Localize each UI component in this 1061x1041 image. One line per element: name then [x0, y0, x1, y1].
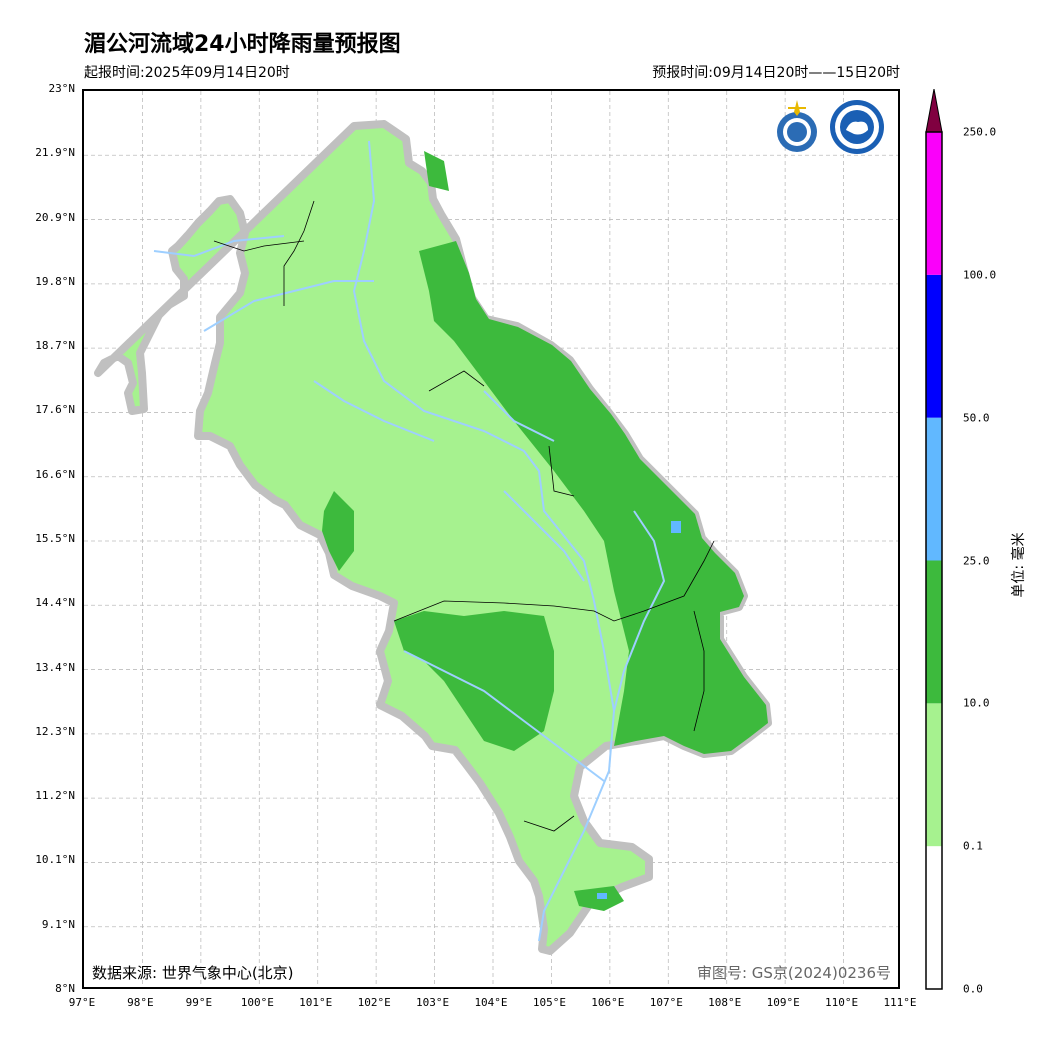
rainfall-25-50mm-area — [597, 893, 607, 899]
colorbar-block — [926, 132, 942, 275]
map-frame — [82, 89, 900, 989]
lon-tick-label: 107°E — [649, 996, 683, 1009]
lon-tick-label: 99°E — [185, 996, 213, 1009]
lat-tick-label: 14.4°N — [35, 596, 75, 610]
colorbar-tick-label: 0.1 — [963, 839, 983, 853]
colorbar-tick-label: 0.0 — [963, 982, 983, 996]
rivers — [153, 140, 666, 942]
colorbar-tick-label: 250.0 — [963, 125, 997, 139]
lat-tick-label: 15.5°N — [35, 532, 75, 545]
lat-tick-label: 8°N — [55, 982, 75, 995]
lon-tick-label: 109°E — [766, 996, 800, 1009]
valid-time: 预报时间:09月14日20时——15日20时 — [652, 65, 900, 81]
rainfall-25-50mm-area — [671, 521, 681, 533]
colorbar-tick-label: 100.0 — [963, 268, 997, 282]
lat-tick-label: 21.9°N — [35, 146, 75, 160]
lat-tick-label: 12.3°N — [35, 724, 75, 738]
lon-tick-label: 110°E — [825, 996, 859, 1009]
lat-tick-label: 13.4°N — [35, 660, 75, 674]
lat-tick-label: 10.1°N — [35, 853, 75, 867]
lat-tick-label: 11.2°N — [35, 789, 75, 803]
lon-tick-label: 105°E — [532, 996, 566, 1009]
lat-tick-label: 17.6°N — [35, 403, 75, 417]
lat-tick-label: 19.8°N — [35, 274, 75, 288]
lon-tick-label: 108°E — [708, 996, 742, 1009]
colorbar-extend-arrow — [925, 89, 943, 133]
lat-tick-label: 23°N — [48, 82, 76, 95]
lat-tick-label: 20.9°N — [35, 210, 75, 224]
lat-tick-label: 16.6°N — [35, 467, 75, 481]
colorbar-tick-label: 25.0 — [963, 554, 990, 567]
cma-logo-icon — [830, 100, 884, 154]
lon-tick-label: 98°E — [127, 996, 154, 1009]
country-borders — [213, 200, 715, 832]
lat-tick-label: 9.1°N — [41, 917, 75, 931]
colorbar-block — [926, 703, 942, 847]
lon-tick-label: 102°E — [357, 996, 391, 1009]
lon-tick-label: 103°E — [416, 996, 450, 1009]
colorbar-block — [926, 560, 942, 704]
approval-number: 审图号: GS京(2024)0236号 — [696, 964, 891, 982]
lon-tick-label: 101°E — [299, 996, 333, 1009]
lon-tick-label: 97°E — [68, 996, 96, 1009]
issue-time: 起报时间:2025年09月14日20时 — [84, 65, 290, 81]
colorbar-tick-label: 50.0 — [963, 411, 990, 425]
colorbar — [925, 89, 943, 990]
colorbar-block — [926, 417, 942, 561]
lon-tick-label: 100°E — [240, 996, 274, 1009]
wmo-logo-icon — [777, 100, 817, 152]
map-title: 湄公河流域24小时降雨量预报图 — [84, 32, 401, 57]
colorbar-tick-label: 10.0 — [963, 696, 990, 710]
lat-tick-label: 18.7°N — [35, 339, 75, 353]
lon-tick-label: 106°E — [591, 996, 625, 1009]
lon-tick-label: 104°E — [474, 996, 508, 1009]
colorbar-block — [926, 846, 942, 989]
map-canvas — [84, 91, 898, 987]
rainfall-10-25mm-areas — [322, 151, 768, 911]
legend-unit: 单位: 毫米 — [1011, 532, 1027, 598]
data-source: 数据来源: 世界气象中心(北京) — [92, 964, 294, 982]
colorbar-block — [926, 274, 942, 418]
lon-tick-label: 111°E — [883, 996, 917, 1009]
